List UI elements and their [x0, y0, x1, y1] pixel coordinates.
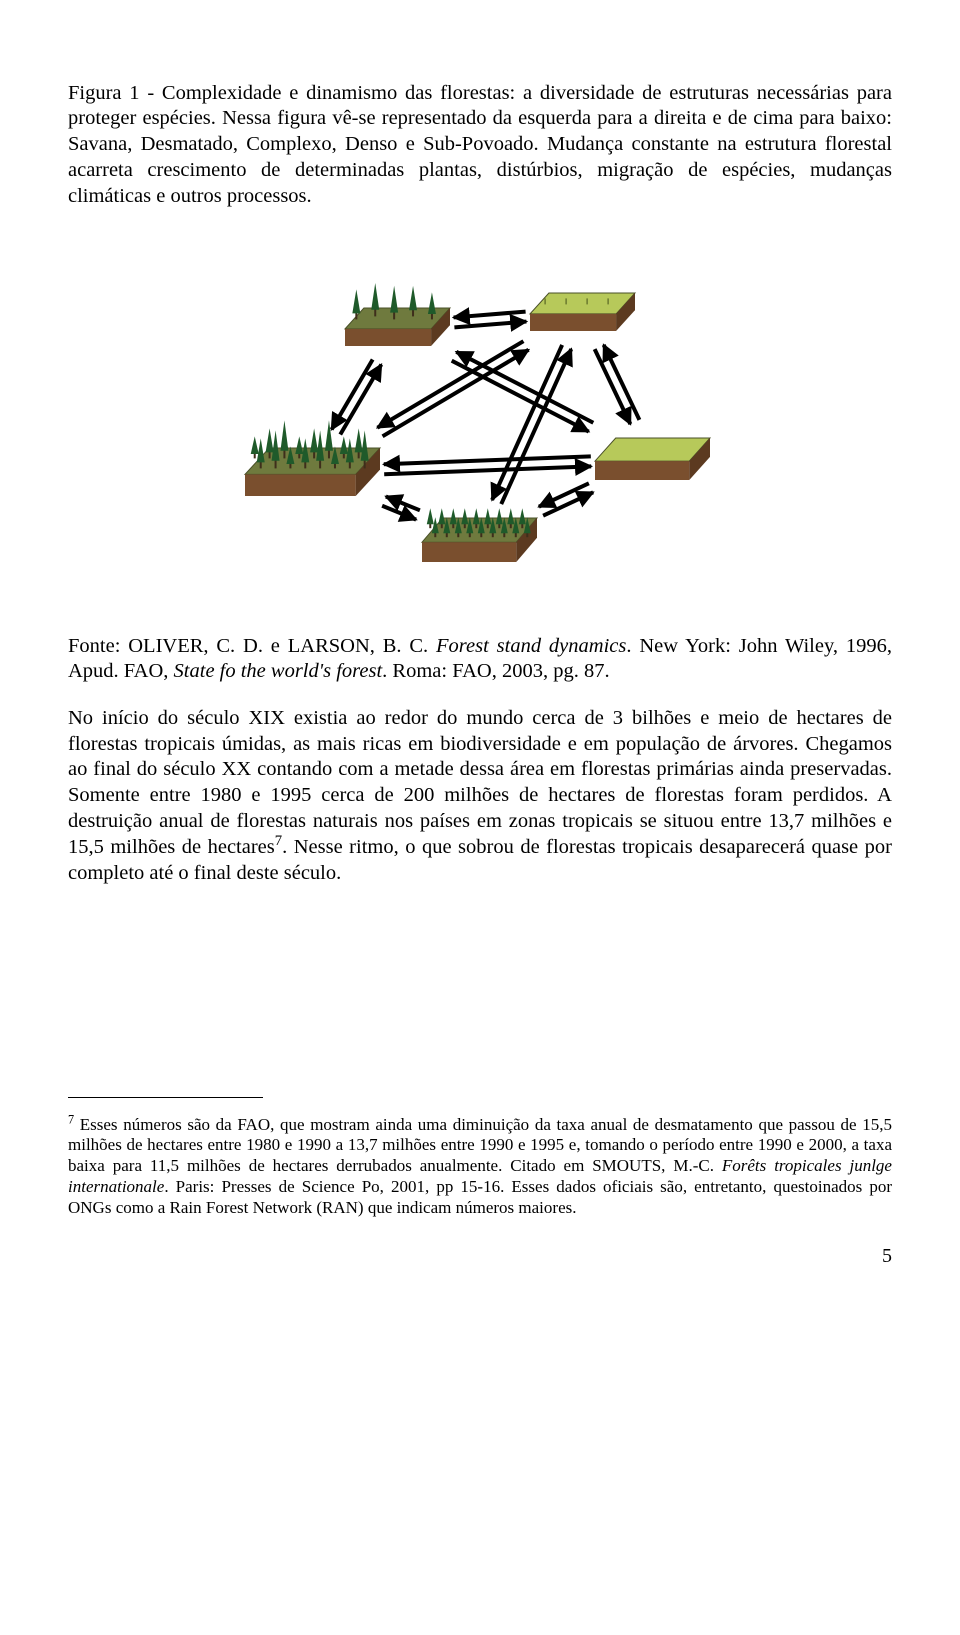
body-paragraph-1: No início do século XIX existia ao redor… [68, 706, 892, 887]
source-title-1: Forest stand dynamics [436, 635, 626, 657]
footnote-text-b: . Paris: Presses de Science Po, 2001, pp… [68, 1177, 892, 1217]
page-number: 5 [68, 1244, 892, 1269]
figure-label: Figura 1 [68, 82, 140, 104]
source-authors: OLIVER, C. D. e LARSON, B. C. [128, 635, 436, 657]
source-title-2: State fo the world's forest [174, 660, 383, 682]
figure-caption: Figura 1 - Complexidade e dinamismo das … [68, 81, 892, 210]
figure-caption-text: - Complexidade e dinamismo das florestas… [68, 82, 892, 207]
footnote-7: 7 Esses números são da FAO, que mostram … [68, 1115, 892, 1219]
source-tail: . Roma: FAO, 2003, pg. 87. [382, 660, 609, 682]
figure-source: Fonte: OLIVER, C. D. e LARSON, B. C. For… [68, 634, 892, 686]
source-prefix: Fonte: [68, 635, 128, 657]
forest-dynamics-diagram [68, 238, 892, 598]
diagram-svg [200, 238, 760, 598]
footnote-separator [68, 1097, 263, 1098]
